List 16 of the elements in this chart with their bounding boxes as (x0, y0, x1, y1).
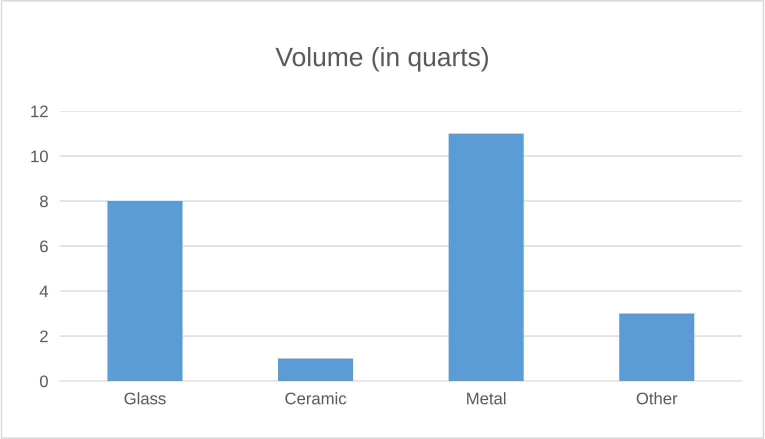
x-tick-label: Other (636, 392, 678, 404)
x-tick-label: Glass (124, 392, 166, 404)
y-tick-label: 6 (40, 240, 48, 252)
bar (107, 201, 182, 382)
chart-title: Volume (in quarts) (276, 46, 488, 72)
y-tick-label: 8 (40, 195, 48, 208)
bar (278, 358, 354, 382)
x-tick-label: Ceramic (285, 392, 346, 404)
bar (448, 134, 524, 382)
y-tick-label: 2 (40, 330, 48, 342)
y-tick-label: 0 (40, 375, 48, 388)
y-tick-label: 12 (31, 105, 48, 118)
x-tick-label: Metal (467, 392, 506, 404)
y-tick-label: 4 (40, 286, 48, 298)
y-tick-label: 10 (31, 150, 48, 162)
bar (619, 314, 694, 382)
